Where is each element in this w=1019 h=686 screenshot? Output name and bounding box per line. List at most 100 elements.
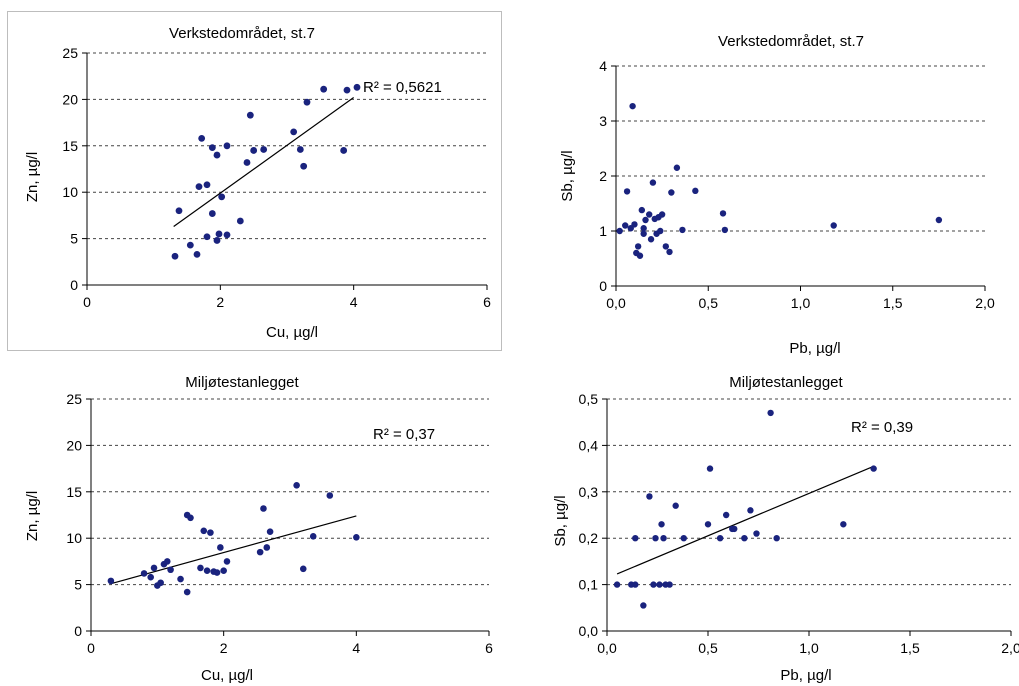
chart-svg: 0 1 2 3 4 0,0 0,5 1,0 1,5 2,0 Verkstedområdet, st…	[559, 33, 995, 356]
data-point	[650, 581, 657, 588]
data-point	[353, 83, 361, 91]
chart-sb-pb-miljo: 0,0 0,1 0,2 0,3 0,4 0,5 0,0 0,5 1,0 1,5 2,0 Miljøt…	[520, 366, 1019, 684]
x-axis-label: Cu, µg/l	[266, 324, 318, 341]
data-point	[353, 533, 360, 541]
data-point	[634, 243, 642, 250]
data-point	[326, 492, 334, 499]
data-point	[636, 252, 644, 259]
data-point	[157, 579, 164, 587]
x-tick-label: 2	[216, 294, 224, 310]
data-point	[217, 544, 224, 551]
data-point	[266, 528, 274, 536]
data-point	[935, 216, 943, 224]
data-point	[309, 533, 317, 540]
data-point	[679, 226, 686, 234]
data-point	[680, 535, 687, 542]
y-tick-label: 4	[599, 58, 607, 74]
x-tick-label: 2,0	[975, 295, 995, 311]
data-point	[250, 147, 258, 154]
data-point	[167, 566, 174, 574]
x-tick-label: 0	[83, 294, 91, 310]
y-tick-label: 0,5	[579, 391, 599, 407]
y-tick-label: 0	[599, 278, 607, 294]
x-axis-label: Cu, µg/l	[201, 667, 253, 684]
data-point	[171, 252, 179, 260]
r-squared-label: R² = 0,39	[851, 419, 913, 436]
x-axis-label: Pb, µg/l	[789, 340, 840, 356]
data-point	[203, 567, 211, 574]
y-tick-label: 5	[70, 231, 78, 247]
data-point	[613, 581, 621, 588]
data-point	[213, 569, 221, 576]
chart-title: Verkstedområdet, st.7	[718, 33, 864, 50]
data-point	[870, 465, 877, 472]
data-point	[649, 179, 657, 186]
chart-svg: 0 5 10 15 20 25 0 2 4 6 Verkstedområdet, st.7 R² …	[7, 11, 502, 351]
data-point	[203, 181, 211, 189]
data-point	[177, 575, 184, 583]
chart-title: Miljøtestanlegget	[185, 374, 299, 391]
data-point	[215, 230, 223, 238]
data-point	[840, 521, 847, 528]
chart-frame	[7, 11, 502, 351]
data-point	[640, 225, 647, 232]
data-point	[213, 237, 221, 244]
y-axis-label: Zn, µg/l	[24, 152, 41, 202]
x-axis-label: Pb, µg/l	[780, 667, 831, 684]
data-point	[719, 210, 727, 217]
data-point	[657, 227, 664, 235]
y-tick-label: 5	[74, 577, 82, 593]
data-point	[672, 502, 679, 509]
r-squared-label: R² = 0,5621	[363, 79, 442, 96]
data-point	[207, 529, 214, 536]
data-point	[186, 241, 194, 249]
data-point	[706, 465, 714, 472]
data-point	[662, 243, 670, 250]
data-point	[704, 521, 712, 528]
x-tick-label: 0,0	[606, 295, 626, 311]
data-point	[197, 564, 204, 572]
y-tick-label: 0,1	[579, 577, 599, 593]
data-point	[647, 236, 655, 243]
data-point	[343, 86, 351, 94]
data-point	[260, 146, 268, 153]
chart-title: Verkstedområdet, st.7	[169, 25, 315, 42]
data-point	[773, 535, 780, 542]
data-point	[300, 162, 308, 170]
y-tick-label: 10	[66, 530, 82, 546]
y-tick-label: 0	[74, 623, 82, 639]
chart-title: Miljøtestanlegget	[729, 374, 843, 391]
x-tick-label: 0	[87, 640, 95, 656]
data-point	[223, 231, 231, 239]
y-tick-label: 10	[62, 184, 78, 200]
y-tick-label: 2	[599, 168, 607, 184]
y-tick-label: 0,3	[579, 484, 599, 500]
data-point	[290, 128, 298, 136]
data-point	[660, 535, 667, 542]
y-axis-label: Sb, µg/l	[552, 495, 569, 546]
data-point	[340, 147, 348, 154]
data-point	[195, 183, 203, 191]
x-tick-label: 2,0	[1001, 640, 1019, 656]
data-point	[642, 216, 649, 224]
data-point	[220, 567, 227, 574]
data-point	[256, 548, 264, 556]
r-squared-label: R² = 0,37	[373, 426, 435, 443]
data-point	[716, 535, 724, 542]
data-point	[263, 544, 271, 551]
y-tick-label: 1	[599, 223, 607, 239]
chart-zn-cu-miljo: 0 5 10 15 20 25 0 2 4 6 Miljøtestanlegget R² = 0,…	[7, 366, 502, 684]
data-point	[223, 558, 231, 565]
y-tick-label: 3	[599, 113, 607, 129]
data-point	[638, 206, 646, 214]
data-point	[147, 573, 154, 581]
data-point	[616, 227, 623, 235]
data-point	[632, 581, 639, 588]
data-point	[218, 193, 226, 201]
y-tick-label: 0,4	[579, 437, 599, 453]
trendline	[616, 465, 874, 575]
data-point	[293, 482, 300, 489]
trendline	[173, 97, 355, 228]
data-point	[741, 535, 748, 542]
x-tick-label: 6	[483, 294, 491, 310]
